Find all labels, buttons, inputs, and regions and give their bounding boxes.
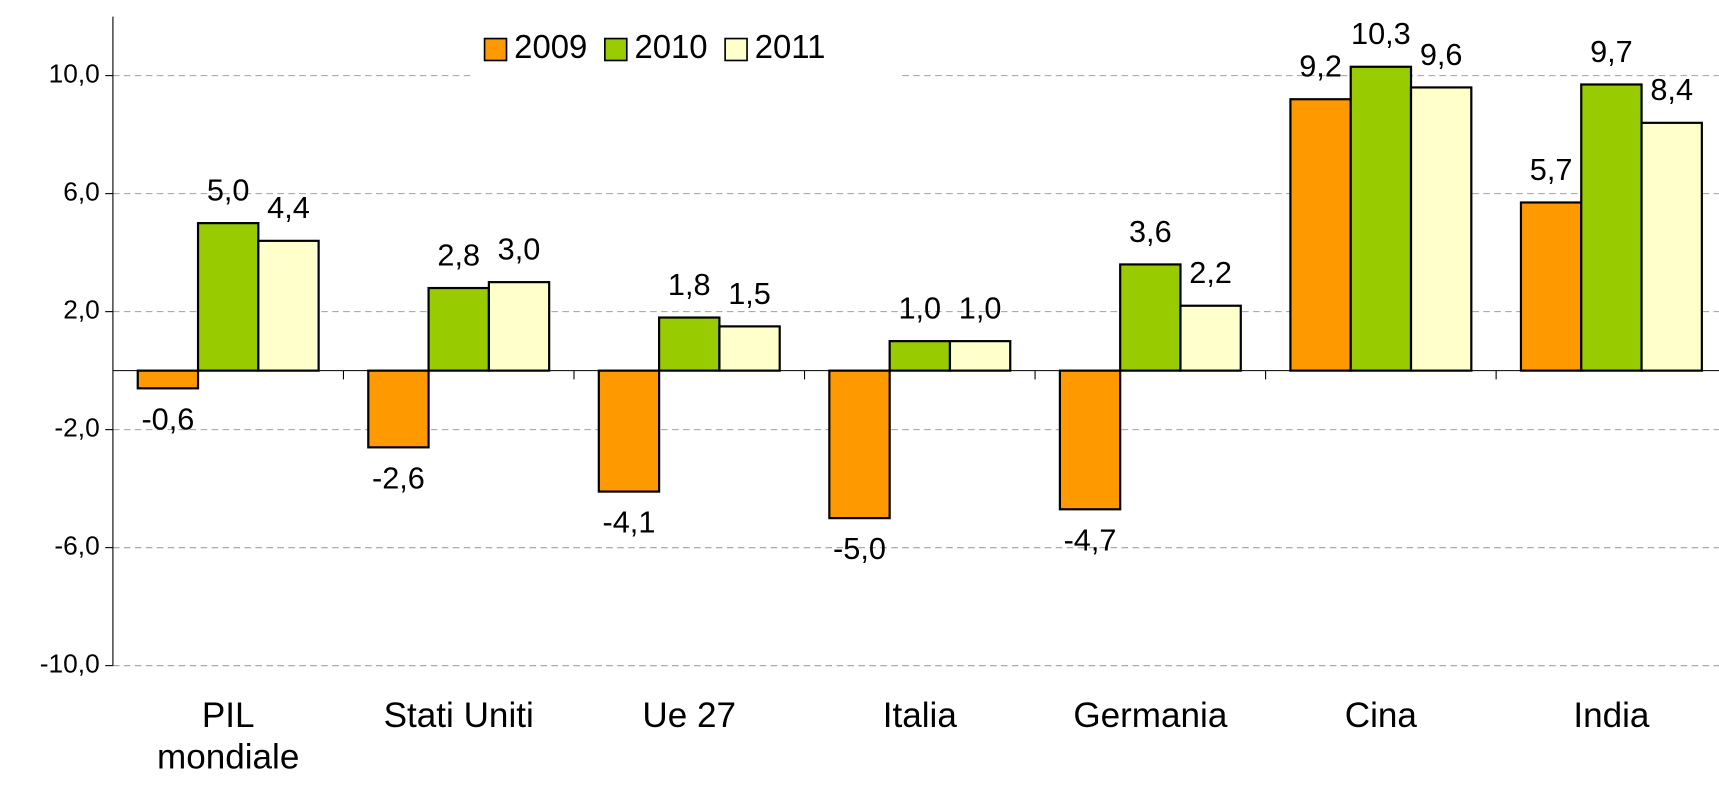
x-tick-label-box: Ue 27 xyxy=(642,695,737,735)
legend-swatch xyxy=(604,37,628,62)
x-tick-label: India xyxy=(1573,695,1650,735)
value-label: -2,6 xyxy=(372,460,425,495)
y-tick-label: 6,0 xyxy=(63,177,100,207)
value-label: 2,2 xyxy=(1189,255,1232,290)
x-tick-label: Stati Uniti xyxy=(383,695,534,735)
legend: 2009 2010 2011 xyxy=(471,24,902,77)
bar xyxy=(1058,369,1122,511)
value-label: 1,5 xyxy=(728,276,771,311)
x-tick-label: PIL mondiale xyxy=(156,695,300,777)
legend-swatch xyxy=(483,37,508,62)
bar xyxy=(427,286,490,372)
value-label: 5,7 xyxy=(1530,152,1573,187)
bar xyxy=(196,222,260,372)
bar xyxy=(367,369,430,449)
value-label: 9,7 xyxy=(1590,34,1633,69)
value-label: 1,8 xyxy=(668,267,711,302)
value-label: 5,0 xyxy=(207,173,250,208)
value-label: 1,0 xyxy=(959,291,1002,326)
bar xyxy=(1409,86,1473,372)
x-tick-label-box: Germania xyxy=(1073,695,1228,735)
value-label: 2,8 xyxy=(437,237,480,272)
bar xyxy=(948,340,1012,372)
value-label: 1,0 xyxy=(898,291,941,326)
y-tick-label: -2,0 xyxy=(54,413,99,443)
value-label: -5,0 xyxy=(833,531,886,566)
bar xyxy=(718,325,781,372)
x-tick-label: Cina xyxy=(1344,695,1417,735)
legend-label: 2010 xyxy=(634,28,707,65)
bar xyxy=(487,281,551,372)
value-label: 3,0 xyxy=(498,232,541,267)
bar xyxy=(1640,121,1703,372)
bar xyxy=(828,369,891,520)
value-label: 8,4 xyxy=(1650,72,1693,107)
y-tick-label: 10,0 xyxy=(49,59,100,89)
bar xyxy=(888,340,952,372)
y-tick-label: 2,0 xyxy=(63,295,100,325)
x-tick-label: Germania xyxy=(1073,695,1228,735)
bar xyxy=(257,239,320,372)
legend-swatch xyxy=(724,37,748,62)
x-tick-label-box: Stati Uniti xyxy=(383,695,534,735)
bar xyxy=(658,316,721,372)
value-label: 9,6 xyxy=(1420,37,1463,72)
x-tick-label-box: Italia xyxy=(882,695,957,735)
y-tick-label: -10,0 xyxy=(40,649,100,679)
bar xyxy=(136,369,200,390)
x-tick-label: Italia xyxy=(882,695,957,735)
legend-label: 2009 xyxy=(514,28,587,65)
value-label: -4,7 xyxy=(1064,522,1117,557)
x-tick-label-box: India xyxy=(1573,695,1650,735)
bar xyxy=(1179,304,1242,372)
bar xyxy=(1349,65,1413,372)
bar xyxy=(1289,98,1352,372)
legend-background xyxy=(471,24,902,77)
value-label: -4,1 xyxy=(603,505,656,540)
bar xyxy=(1580,83,1643,372)
y-tick-label: -6,0 xyxy=(54,531,99,561)
bar xyxy=(1119,263,1182,372)
x-tick-label-box: Cina xyxy=(1344,695,1417,735)
value-label: -0,6 xyxy=(141,401,194,436)
bar xyxy=(1519,201,1583,372)
value-label: 3,6 xyxy=(1129,214,1172,249)
value-label: 10,3 xyxy=(1351,16,1411,51)
value-label: 4,4 xyxy=(267,190,310,225)
value-label: 9,2 xyxy=(1299,49,1342,84)
x-tick-label-box: PIL mondiale xyxy=(156,695,300,777)
x-tick-label: Ue 27 xyxy=(642,695,737,735)
legend-label: 2011 xyxy=(755,28,826,65)
bar xyxy=(597,369,661,493)
